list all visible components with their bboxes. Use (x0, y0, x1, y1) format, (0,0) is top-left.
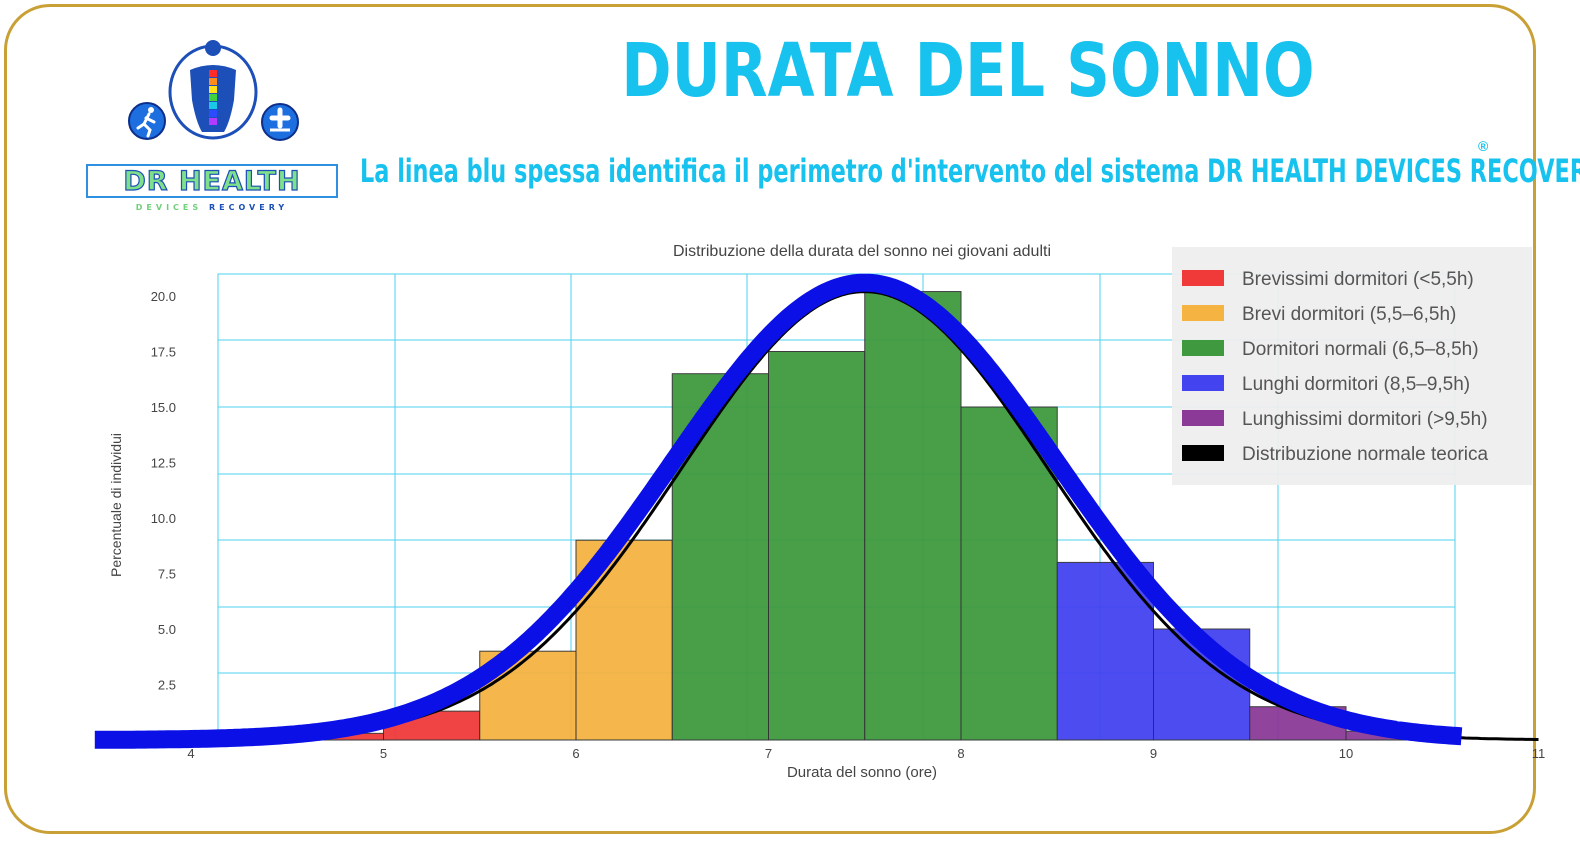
y-tick-label: 15.0 (151, 400, 176, 415)
histogram-bar (864, 291, 962, 741)
brand-name: DR HEALTH (86, 164, 338, 198)
legend-swatch (1182, 270, 1224, 286)
histogram-bar (768, 351, 866, 741)
x-tick-label: 7 (765, 746, 772, 761)
overlay-thick-blue-line (89, 273, 1467, 749)
logo-graphic (128, 40, 299, 141)
human-back-spine-icon (168, 40, 258, 140)
legend-entry: Lunghissimi dormitori (>9,5h) (1242, 409, 1488, 430)
x-tick-label: 4 (187, 746, 194, 761)
legend-swatch (1182, 445, 1224, 461)
legend-entry: Distribuzione normale teorica (1242, 444, 1488, 465)
y-tick-label: 20.0 (151, 289, 176, 304)
chart-title: Distribuzione della durata del sonno nei… (673, 243, 1051, 260)
intervention-perimeter-line (89, 273, 1467, 749)
y-tick-label: 2.5 (158, 678, 176, 693)
y-tick-label: 5.0 (158, 622, 176, 637)
legend-entry: Brevissimi dormitori (<5,5h) (1242, 269, 1474, 290)
x-tick-label: 10 (1339, 746, 1353, 761)
legend-entry: Lunghi dormitori (8,5–9,5h) (1242, 374, 1470, 395)
chart-legend: Brevissimi dormitori (<5,5h) Brevi dormit… (1172, 247, 1532, 485)
legend-swatch (1182, 410, 1224, 426)
registered-mark: ® (1478, 138, 1489, 154)
x-tick-label: 5 (380, 746, 387, 761)
y-tick-label: 17.5 (151, 345, 176, 360)
x-tick-label: 11 (1532, 746, 1546, 761)
x-tick-label: 8 (957, 746, 964, 761)
legend-entry: Dormitori normali (6,5–8,5h) (1242, 339, 1479, 360)
x-tick-label: 6 (572, 746, 579, 761)
y-tick-label: 7.5 (158, 567, 176, 582)
brand-tagline-recovery: RECOVERY (208, 203, 289, 212)
histogram-bar (960, 406, 1058, 741)
brand-tagline-devices: DEVICES (135, 203, 203, 212)
x-axis-label: Durata del sonno (ore) (787, 764, 937, 781)
legend-swatch (1182, 340, 1224, 356)
legend-background (1172, 247, 1532, 485)
y-tick-label: 10.0 (151, 511, 176, 526)
running-person-icon (128, 102, 166, 140)
legend-swatch (1182, 375, 1224, 391)
x-tick-label: 9 (1150, 746, 1157, 761)
brand-tagline: DEVICES RECOVERY (86, 203, 338, 212)
chart-ticks: 4 5 6 7 8 9 10 11 2.5 5.0 7.5 10.0 12.5 15.0 17.5 20.0 (151, 289, 1546, 761)
page-subtitle: La linea blu spessa identifica il perime… (360, 152, 1580, 190)
medical-cross-icon (261, 103, 299, 141)
histogram-bar (1056, 561, 1154, 741)
y-tick-label: 12.5 (151, 456, 176, 471)
legend-swatch (1182, 305, 1224, 321)
y-axis-label: Percentuale di individui (108, 433, 124, 577)
legend-entry: Brevi dormitori (5,5–6,5h) (1242, 304, 1456, 325)
